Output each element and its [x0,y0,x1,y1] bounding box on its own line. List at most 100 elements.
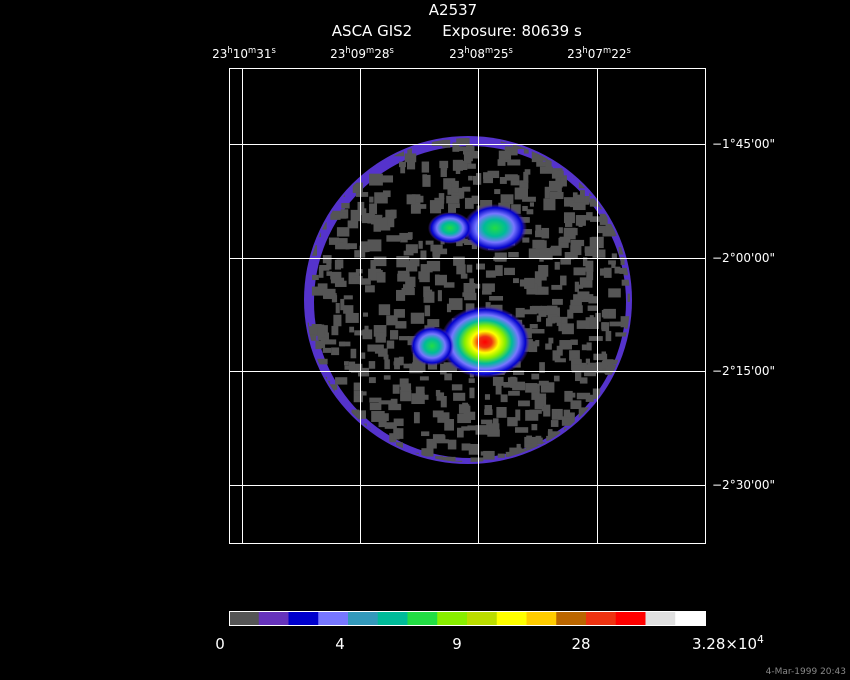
noise-cell [609,465,618,475]
noise-cell [605,359,619,365]
colorbar-segment [258,611,289,625]
noise-cell [443,282,455,288]
noise-cell [611,150,619,159]
noise-cell [456,138,470,145]
noise-cell [409,158,415,169]
noise-cell [333,416,341,423]
noise-cell [564,390,573,402]
noise-cell [497,159,506,166]
noise-cell [620,435,630,445]
noise-cell [438,193,445,200]
noise-cell [355,278,364,284]
noise-cell [391,454,396,462]
noise-cell [623,152,630,157]
noise-cell [586,342,592,351]
ra-tick-label: 23h08m25s [449,45,513,61]
noise-cell [498,150,512,163]
noise-cell [575,466,585,475]
noise-cell [557,181,562,193]
noise-cell [633,173,643,181]
noise-cell [339,173,347,182]
noise-cell [609,321,622,327]
noise-cell [505,451,512,457]
noise-cell [601,309,609,318]
noise-cell [504,174,518,181]
dec-tick-label: −2°00'00" [712,251,775,265]
noise-cell [343,161,358,171]
noise-cell [636,419,640,428]
noise-cell [504,267,515,276]
noise-cell [551,144,558,154]
noise-cell [351,409,360,421]
noise-cell [631,241,641,253]
noise-cell [393,309,405,318]
noise-cell [523,148,529,154]
noise-cell [469,278,474,287]
noise-cell [425,240,434,245]
noise-cell [635,358,645,368]
noise-cell [609,467,613,477]
noise-cell [334,280,347,287]
noise-cell [482,290,492,295]
noise-cell [526,283,538,295]
noise-cell [342,145,351,157]
noise-cell [530,278,542,289]
noise-cell [328,237,340,245]
noise-cell [325,138,337,142]
noise-cell [327,392,335,405]
noise-cell [363,459,374,462]
noise-cell [548,180,558,192]
noise-cell [327,168,333,178]
noise-cell [574,281,579,292]
noise-cell [365,285,375,293]
noise-cell [306,207,308,215]
noise-cell [608,450,616,459]
noise-cell [564,252,575,260]
noise-cell [635,404,640,413]
noise-cell [513,278,519,284]
noise-cell [523,309,537,315]
label-part: 4 [335,635,345,653]
noise-cell [452,142,460,152]
noise-cell [595,312,601,322]
noise-cell [507,159,521,166]
noise-cell [565,215,573,227]
noise-cell [515,427,529,433]
noise-cell [337,187,343,193]
noise-cell [535,459,548,462]
coordinate-grid [229,68,706,544]
noise-cell [318,387,327,398]
noise-cell [559,236,571,243]
noise-cell [399,336,410,341]
noise-cell [419,271,430,283]
noise-cell [468,378,475,383]
noise-cell [463,411,476,420]
noise-cell [632,296,638,301]
noise-cell [550,245,562,256]
noise-cell [371,455,377,462]
noise-cell [367,239,382,252]
colorbar-segment [526,611,557,625]
noise-cell [558,227,563,234]
noise-cell [404,153,417,163]
noise-cell [318,149,324,159]
noise-cell [447,183,452,195]
noise-cell [539,362,545,373]
noise-cell [397,273,410,282]
noise-cell [485,270,496,278]
noise-cell [586,212,593,221]
noise-cell [423,291,435,303]
noise-cell [616,138,621,145]
noise-cell [582,257,588,267]
noise-cell [315,387,323,393]
noise-cell [369,173,383,186]
noise-cell [556,170,564,178]
noise-cell [525,383,538,393]
noise-cell [466,264,473,273]
noise-cell [613,449,621,458]
noise-cell [341,202,350,209]
noise-cell [343,442,354,453]
noise-cell [313,324,325,335]
colorbar-segment [645,611,676,625]
noise-cell [350,363,363,373]
